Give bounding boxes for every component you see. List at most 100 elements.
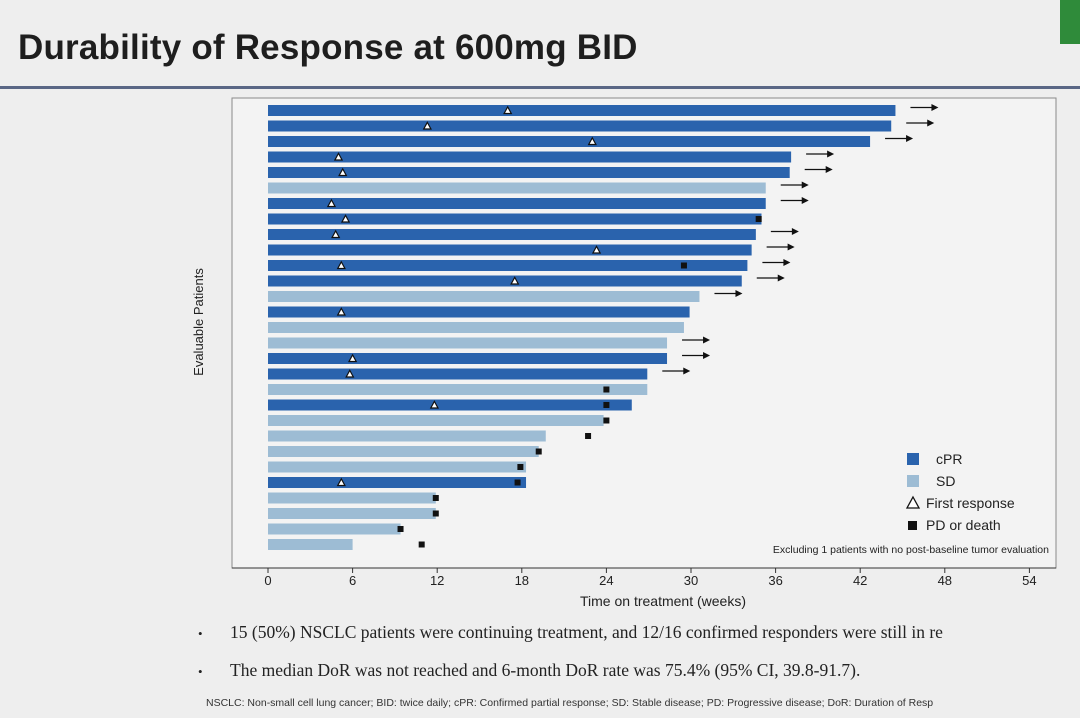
x-tick-label: 0	[264, 573, 271, 588]
patient-bar	[268, 120, 892, 132]
patient-bar	[268, 415, 604, 426]
ongoing-arrowhead	[927, 119, 935, 127]
x-tick-label: 18	[515, 573, 529, 588]
x-tick-label: 42	[853, 573, 867, 588]
first-response-marker	[326, 198, 337, 208]
first-response-marker	[336, 307, 346, 316]
pd-death-marker	[603, 417, 610, 424]
ongoing-arrowhead	[787, 243, 795, 251]
first-response-marker	[331, 229, 341, 239]
first-response-marker	[510, 276, 520, 285]
bars-layer	[268, 105, 896, 550]
pd-death-marker	[603, 402, 610, 408]
x-tick-label: 48	[938, 573, 952, 588]
patient-bar	[268, 275, 742, 287]
ongoing-arrowhead	[735, 290, 743, 297]
x-axis-label: Time on treatment (weeks)	[580, 593, 746, 609]
legend: cPR SD First response PD or death	[905, 451, 1015, 533]
patient-bar	[268, 198, 766, 209]
ongoing-arrowhead	[703, 352, 711, 359]
patient-bar	[268, 244, 752, 256]
ongoing-arrowhead	[827, 150, 835, 158]
patient-bar	[268, 368, 648, 380]
first-response-marker	[347, 353, 358, 363]
patient-bar	[268, 399, 632, 411]
ongoing-arrowhead	[801, 197, 809, 204]
markers-layer	[326, 104, 939, 548]
pd-death-marker	[603, 386, 610, 393]
x-tick-label: 12	[430, 573, 444, 588]
first-response-marker	[587, 136, 597, 146]
first-response-marker	[336, 260, 346, 270]
patient-bar	[268, 182, 766, 194]
footnote: NSCLC: Non-small cell lung cancer; BID: …	[206, 697, 934, 709]
title-divider	[0, 86, 1080, 89]
patient-bar	[268, 461, 527, 473]
first-response-marker	[345, 369, 355, 378]
patient-bar	[268, 337, 668, 349]
patient-bar	[268, 523, 401, 535]
ongoing-arrowhead	[777, 274, 785, 282]
legend-swatch	[907, 453, 919, 465]
bullet-dot: •	[198, 626, 203, 641]
patient-bar	[268, 539, 353, 550]
first-response-marker	[503, 105, 513, 115]
pd-death-marker	[680, 262, 687, 269]
patient-bar	[268, 136, 871, 147]
first-response-marker	[336, 477, 346, 487]
pd-death-marker	[535, 448, 542, 455]
patient-bar	[268, 167, 790, 178]
x-tick-label: 54	[1022, 573, 1036, 588]
ongoing-arrowhead	[931, 104, 939, 111]
pd-death-marker	[397, 526, 404, 532]
ongoing-arrowhead	[906, 135, 914, 142]
patient-bar	[268, 322, 684, 333]
patient-bar	[268, 260, 748, 271]
patient-bar	[268, 353, 668, 364]
ongoing-arrowhead	[703, 336, 711, 344]
pd-death-marker	[432, 495, 439, 501]
bullet-text: The median DoR was not reached and 6-mon…	[230, 660, 861, 680]
patient-bar	[268, 384, 648, 395]
patient-bar	[268, 492, 436, 504]
bullet-dot: •	[198, 664, 203, 679]
patient-bar	[268, 229, 756, 240]
x-tick-label: 6	[349, 573, 356, 588]
patient-bar	[268, 508, 436, 519]
pd-death-marker	[514, 479, 521, 486]
ongoing-arrowhead	[783, 259, 791, 266]
slide-title: Durability of Response at 600mg BID	[18, 28, 638, 67]
pd-death-marker	[432, 510, 439, 517]
pd-death-marker	[755, 216, 762, 222]
patient-bar	[268, 213, 762, 225]
legend-label: SD	[936, 473, 955, 489]
legend-label: PD or death	[926, 517, 1001, 533]
patient-bar	[268, 477, 527, 488]
legend-square	[908, 521, 917, 530]
ongoing-arrowhead	[683, 367, 691, 375]
ongoing-arrowhead	[825, 166, 833, 173]
x-tick-label: 30	[684, 573, 698, 588]
exclusion-note: Excluding 1 patients with no post-baseli…	[773, 544, 1049, 556]
patient-bar	[268, 105, 896, 116]
patient-bar	[268, 151, 792, 163]
pd-death-marker	[418, 541, 425, 548]
pd-death-marker	[517, 464, 524, 470]
ongoing-arrowhead	[791, 228, 799, 235]
pd-death-marker	[585, 433, 592, 439]
bullet-item: • 15 (50%) NSCLC patients were continuin…	[198, 622, 1080, 660]
first-response-marker	[333, 152, 344, 161]
legend-swatch	[907, 475, 919, 487]
first-response-marker	[429, 400, 439, 409]
sponsor-logo	[1060, 0, 1080, 44]
first-response-marker	[422, 121, 432, 130]
patient-bar	[268, 446, 539, 457]
ongoing-arrowhead	[801, 181, 809, 189]
x-tick-label: 24	[599, 573, 613, 588]
first-response-marker	[340, 214, 351, 223]
legend-label: First response	[926, 495, 1015, 511]
x-tick-label: 36	[768, 573, 782, 588]
x-axis: 0 6 12 18 24 30 36 42 48 54	[232, 567, 1056, 588]
patient-bar	[268, 306, 690, 318]
